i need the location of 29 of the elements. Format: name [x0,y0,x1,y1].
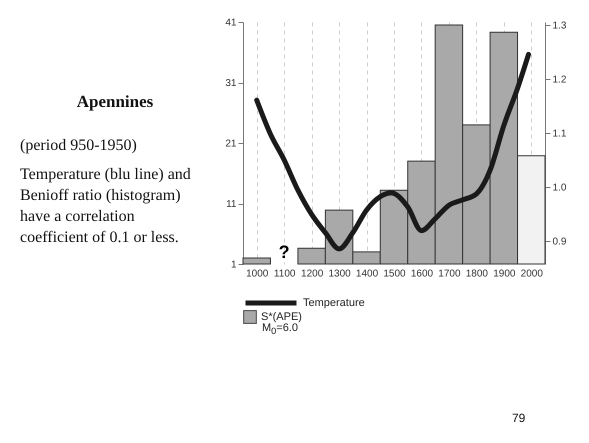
x-tick-label: 1900 [493,268,516,280]
y-tick-label: 1 [230,260,237,270]
x-tick-label: 1600 [410,268,434,280]
y2-tick-label: 1.2 [552,74,567,86]
text: (period 950-1950) [20,137,137,155]
x-tick-label: 1300 [328,268,352,280]
legend-label: S*(APE) [261,311,302,323]
annotation: ? [278,242,290,262]
x-tick-label: 1000 [246,268,269,280]
y2-tick-label: 1.1 [552,128,567,140]
x-tick-label: 1800 [466,268,488,280]
text: 79 [512,411,526,425]
legend-label: Temperature [303,297,365,309]
y-tick-label: 41 [225,18,237,28]
y-tick-label: 21 [225,138,237,150]
y2-tick-label: 1.3 [552,20,567,32]
y2-tick-label: 1.0 [552,182,567,194]
text: Temperature (blu line) and Benioff ratio (histogram) have a correlation coefficient of 0.1 or less. [20,165,192,248]
y2-tick-label: 0.9 [552,236,567,248]
x-tick-label: 2000 [520,268,544,280]
text: Apennines [76,92,154,112]
x-tick-label: 1500 [383,268,406,280]
x-tick-label: 1700 [438,268,461,280]
y-tick-label: 11 [226,199,237,210]
x-tick-label: 1100 [274,268,296,280]
x-tick-label: 1200 [301,268,324,280]
x-tick-label: 1400 [356,268,379,280]
y-tick-label: 31 [225,78,237,89]
text: M$_{0}$=6.0 [262,322,298,336]
